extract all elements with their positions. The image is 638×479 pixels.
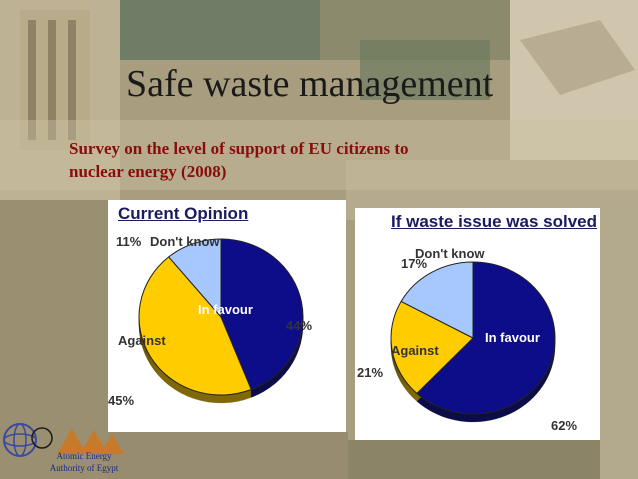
slice-value-label: 44% (286, 318, 312, 333)
pie-slice-don-t-know (400, 261, 474, 339)
slice-value-label: 17% (401, 256, 427, 271)
slice-value-label: 62% (551, 418, 577, 433)
chart-if-waste-solved: If waste issue was solved In favour 62% Ag… (355, 208, 600, 440)
pie-slice-don-t-know (168, 238, 222, 319)
pie-slice-in-favour (416, 261, 556, 415)
slice-label: Against (118, 333, 166, 348)
pie-chart-1: In favour 44% Against 45% Don't know 11% (108, 234, 312, 408)
pie-slice-against (390, 300, 474, 395)
pie-slice-against (138, 256, 252, 396)
slice-value-label: 11% (116, 234, 142, 249)
chart-title: If waste issue was solved (391, 212, 597, 231)
chart-current-opinion: Current Opinion In favour 44% Against 45% Do… (108, 200, 346, 432)
logo-text-line-1: Atomic Energy (56, 451, 112, 461)
slice-label: Against (391, 343, 439, 358)
slice-label: Don't know (150, 234, 220, 249)
slice-value-label: 21% (357, 365, 383, 380)
slide-subtitle: Survey on the level of support of EU cit… (69, 137, 529, 183)
slice-label: Don't know (415, 246, 485, 261)
logo-text-line-2: Authority of Egypt (49, 463, 119, 473)
subtitle-line-1: Survey on the level of support of EU cit… (69, 139, 409, 158)
chart-title: Current Opinion (118, 204, 249, 223)
slice-label: In favour (198, 302, 253, 317)
slide-title: Safe waste management (126, 63, 494, 105)
subtitle-line-2: nuclear energy (2008) (69, 162, 227, 181)
slice-value-label: 45% (108, 393, 134, 408)
slice-label: In favour (485, 330, 540, 345)
atomic-energy-logo (3, 423, 124, 457)
pie-slice-in-favour (220, 238, 304, 391)
